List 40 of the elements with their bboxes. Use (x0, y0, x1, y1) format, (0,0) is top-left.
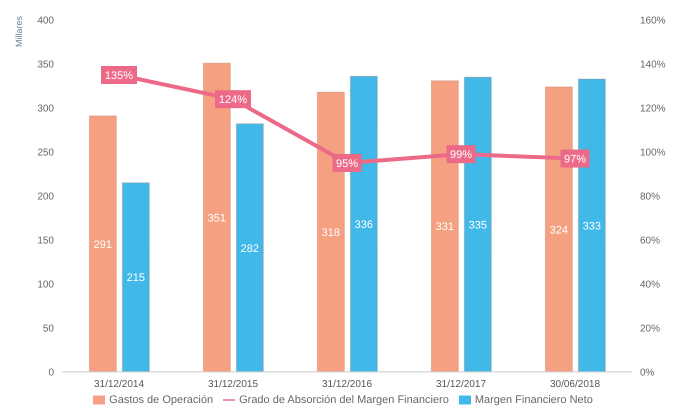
x-tick-label: 31/12/2017 (436, 379, 486, 390)
y2-tick-label: 120% (640, 104, 666, 115)
legend-label: Margen Financiero Neto (474, 394, 593, 406)
y2-tick-label: 60% (640, 235, 660, 246)
bar (236, 123, 264, 372)
x-tick-label: 31/12/2016 (322, 379, 372, 390)
data-label: 215 (126, 272, 146, 284)
y-tick-label: 0 (48, 367, 54, 378)
x-tick-label: 31/12/2014 (94, 379, 144, 390)
y-tick-label: 350 (37, 60, 54, 71)
bar (88, 115, 117, 372)
y-tick-label: 150 (37, 235, 54, 246)
legend-label: Grado de Absorción del Margen Financiero (239, 394, 449, 406)
bar (122, 182, 150, 372)
data-label: 291 (94, 238, 112, 251)
y2-tick-label: 40% (640, 279, 660, 290)
data-label: 335 (468, 219, 488, 232)
data-label: 331 (436, 221, 454, 234)
y2-tick-label: 20% (640, 323, 660, 334)
data-label: 318 (322, 226, 340, 239)
legend-label: Gastos de Operación (109, 394, 214, 406)
y-tick-label: 50 (42, 323, 54, 334)
data-label: 351 (208, 212, 226, 224)
data-label: 336 (354, 219, 374, 232)
y2-tick-label: 80% (640, 192, 660, 203)
y2-tick-label: 140% (640, 60, 666, 71)
y2-tick-label: 160% (640, 16, 666, 27)
y2-tick-label: 100% (640, 148, 666, 159)
y-tick-label: 100 (37, 279, 54, 290)
y-axis-title: Millares (14, 16, 24, 48)
y2-tick-label: 0% (640, 367, 655, 378)
x-tick-label: 31/12/2015 (208, 379, 258, 390)
data-label: 333 (582, 220, 602, 232)
x-tick-label: 30/06/2018 (550, 379, 600, 390)
y-tick-label: 400 (37, 16, 54, 27)
y-tick-label: 300 (37, 104, 54, 115)
data-label: 324 (550, 224, 568, 236)
y-tick-label: 200 (37, 192, 54, 203)
data-label: 282 (240, 242, 260, 255)
y-tick-label: 250 (37, 148, 54, 159)
